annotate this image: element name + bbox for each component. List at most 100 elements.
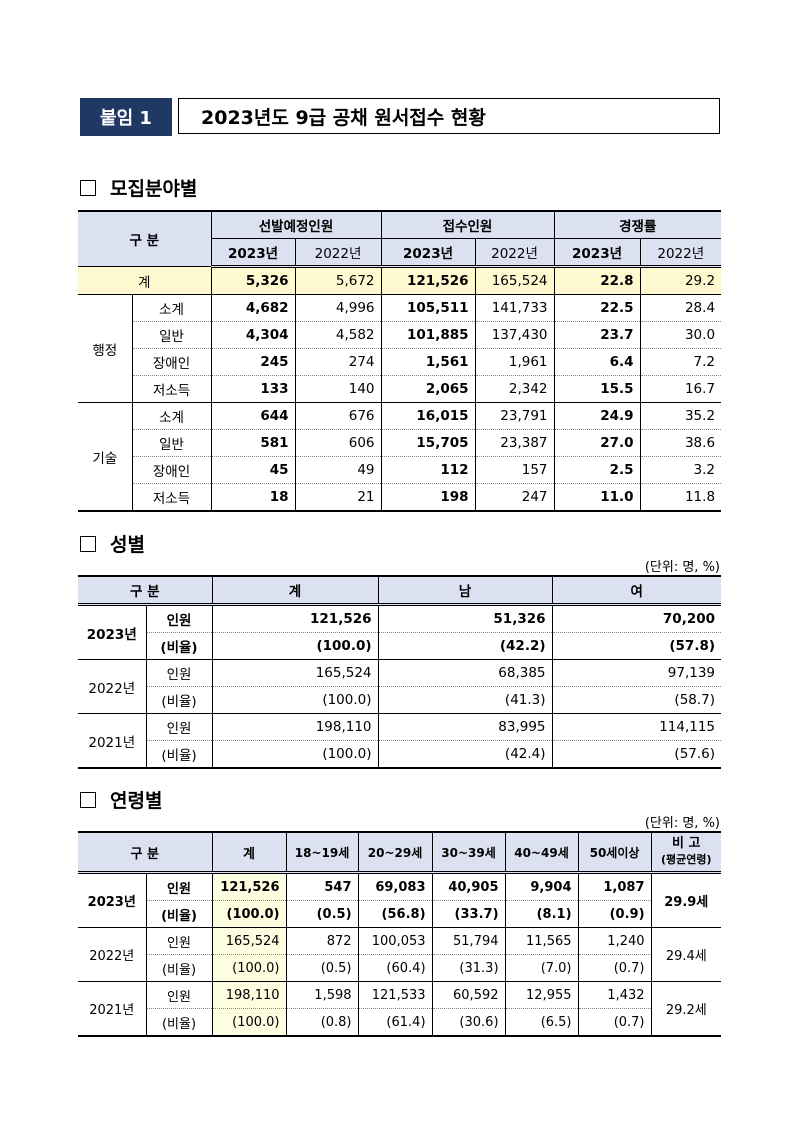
table-cell: (31.3)	[431, 954, 506, 982]
total-cell: 5,326	[210, 266, 296, 295]
row-label: (비율)	[145, 632, 213, 660]
table-cell: (57.8)	[551, 632, 722, 660]
section-age-heading: 연령별	[80, 786, 162, 813]
header-total: 계	[211, 576, 379, 606]
table-cell: (61.4)	[357, 1008, 433, 1036]
table-cell: 1,240	[577, 927, 652, 955]
table-cell: 1,087	[577, 872, 652, 901]
table-cell: 137,430	[474, 321, 555, 349]
group-label: 행정	[78, 294, 132, 403]
attachment-badge: 붙임 1	[80, 98, 172, 136]
row-label: 소계	[131, 402, 212, 430]
table-cell: 247	[474, 483, 555, 511]
table-cell: 21	[294, 483, 382, 511]
table-cell: 1,961	[474, 348, 555, 376]
table-cell: 4,304	[210, 321, 296, 349]
table-cell: 114,115	[551, 713, 722, 741]
table-cell: 15.5	[553, 375, 641, 403]
table-cell: 3.2	[639, 456, 722, 484]
table-cell: 547	[285, 872, 359, 901]
total-cell: 165,524	[474, 266, 555, 295]
row-label: 저소득	[131, 375, 212, 403]
table-cell: 198,110	[211, 981, 287, 1009]
table-cell: 2,065	[380, 375, 476, 403]
table-cell: 872	[285, 927, 359, 955]
table-cell: 69,083	[357, 872, 433, 901]
table-cell: 4,996	[294, 294, 382, 322]
row-label: 인원	[145, 927, 213, 955]
table-cell: 2.5	[553, 456, 641, 484]
row-label: 인원	[145, 872, 213, 901]
table-cell: 12,955	[504, 981, 579, 1009]
table-cell: (100.0)	[211, 954, 287, 982]
header-note: 비 고 (평균연령)	[650, 832, 722, 874]
table-cell: (0.8)	[285, 1008, 359, 1036]
table-cell: 1,561	[380, 348, 476, 376]
total-cell: 5,672	[294, 266, 382, 295]
table-cell: 165,524	[211, 659, 379, 687]
table-cell: 121,533	[357, 981, 433, 1009]
table-cell: 2,342	[474, 375, 555, 403]
total-label: 계	[78, 266, 212, 295]
table-cell: 112	[380, 456, 476, 484]
table-cell: (58.7)	[551, 686, 722, 714]
table-cell: (100.0)	[211, 1008, 287, 1036]
table-cell: 28.4	[639, 294, 722, 322]
table-cell: 60,592	[431, 981, 506, 1009]
age-table: 구 분 계 18~19세 20~29세 30~39세 40~49세 50세이상 …	[78, 831, 722, 1037]
header-year: 2022년	[474, 238, 555, 268]
table-cell: 198	[380, 483, 476, 511]
average-age: 29.2세	[650, 981, 722, 1037]
table-cell: 245	[210, 348, 296, 376]
section-gender-heading: 성별	[80, 530, 145, 557]
table-cell: 1,598	[285, 981, 359, 1009]
unit-label: (단위: 명, %)	[644, 816, 720, 831]
header-gubun: 구 분	[78, 832, 213, 874]
table-cell: 16.7	[639, 375, 722, 403]
row-label: 인원	[145, 981, 213, 1009]
table-cell: (100.0)	[211, 900, 287, 928]
header-age: 50세이상	[577, 832, 652, 874]
table-cell: (100.0)	[211, 686, 379, 714]
checkbox-square-icon	[80, 535, 96, 552]
table-cell: 27.0	[553, 429, 641, 457]
table-cell: 606	[294, 429, 382, 457]
row-label: (비율)	[145, 740, 213, 768]
row-label: 저소득	[131, 483, 212, 511]
table-cell: 68,385	[377, 659, 553, 687]
table-cell: 581	[210, 429, 296, 457]
table-cell: 9,904	[504, 872, 579, 901]
table-cell: 51,794	[431, 927, 506, 955]
table-cell: 644	[210, 402, 296, 430]
table-cell: 7.2	[639, 348, 722, 376]
year-label: 2023년	[78, 872, 146, 928]
header-apply: 접수인원	[380, 211, 555, 239]
table-cell: (8.1)	[504, 900, 579, 928]
checkbox-square-icon	[80, 791, 96, 808]
table-cell: 165,524	[211, 927, 287, 955]
header-gubun: 구 분	[78, 211, 212, 267]
header-select: 선발예정인원	[210, 211, 382, 239]
table-cell: 22.5	[553, 294, 641, 322]
table-cell: 11.0	[553, 483, 641, 511]
table-cell: (41.3)	[377, 686, 553, 714]
year-label: 2022년	[78, 927, 146, 982]
unit-label: (단위: 명, %)	[644, 560, 720, 575]
table-cell: 45	[210, 456, 296, 484]
total-cell: 29.2	[639, 266, 722, 295]
table-cell: 157	[474, 456, 555, 484]
table-cell: 40,905	[431, 872, 506, 901]
row-label: 장애인	[131, 456, 212, 484]
table-cell: 274	[294, 348, 382, 376]
table-cell: 35.2	[639, 402, 722, 430]
table-cell: 140	[294, 375, 382, 403]
table-cell: 16,015	[380, 402, 476, 430]
section-age-title: 연령별	[110, 790, 163, 812]
header-total: 계	[211, 832, 287, 874]
average-age: 29.4세	[650, 927, 722, 982]
field-table: 구 분 선발예정인원 접수인원 경쟁률 2023년 2022년 2023년 20…	[78, 210, 722, 512]
table-cell: (6.5)	[504, 1008, 579, 1036]
row-label: 장애인	[131, 348, 212, 376]
row-label: 소계	[131, 294, 212, 322]
table-cell: 100,053	[357, 927, 433, 955]
